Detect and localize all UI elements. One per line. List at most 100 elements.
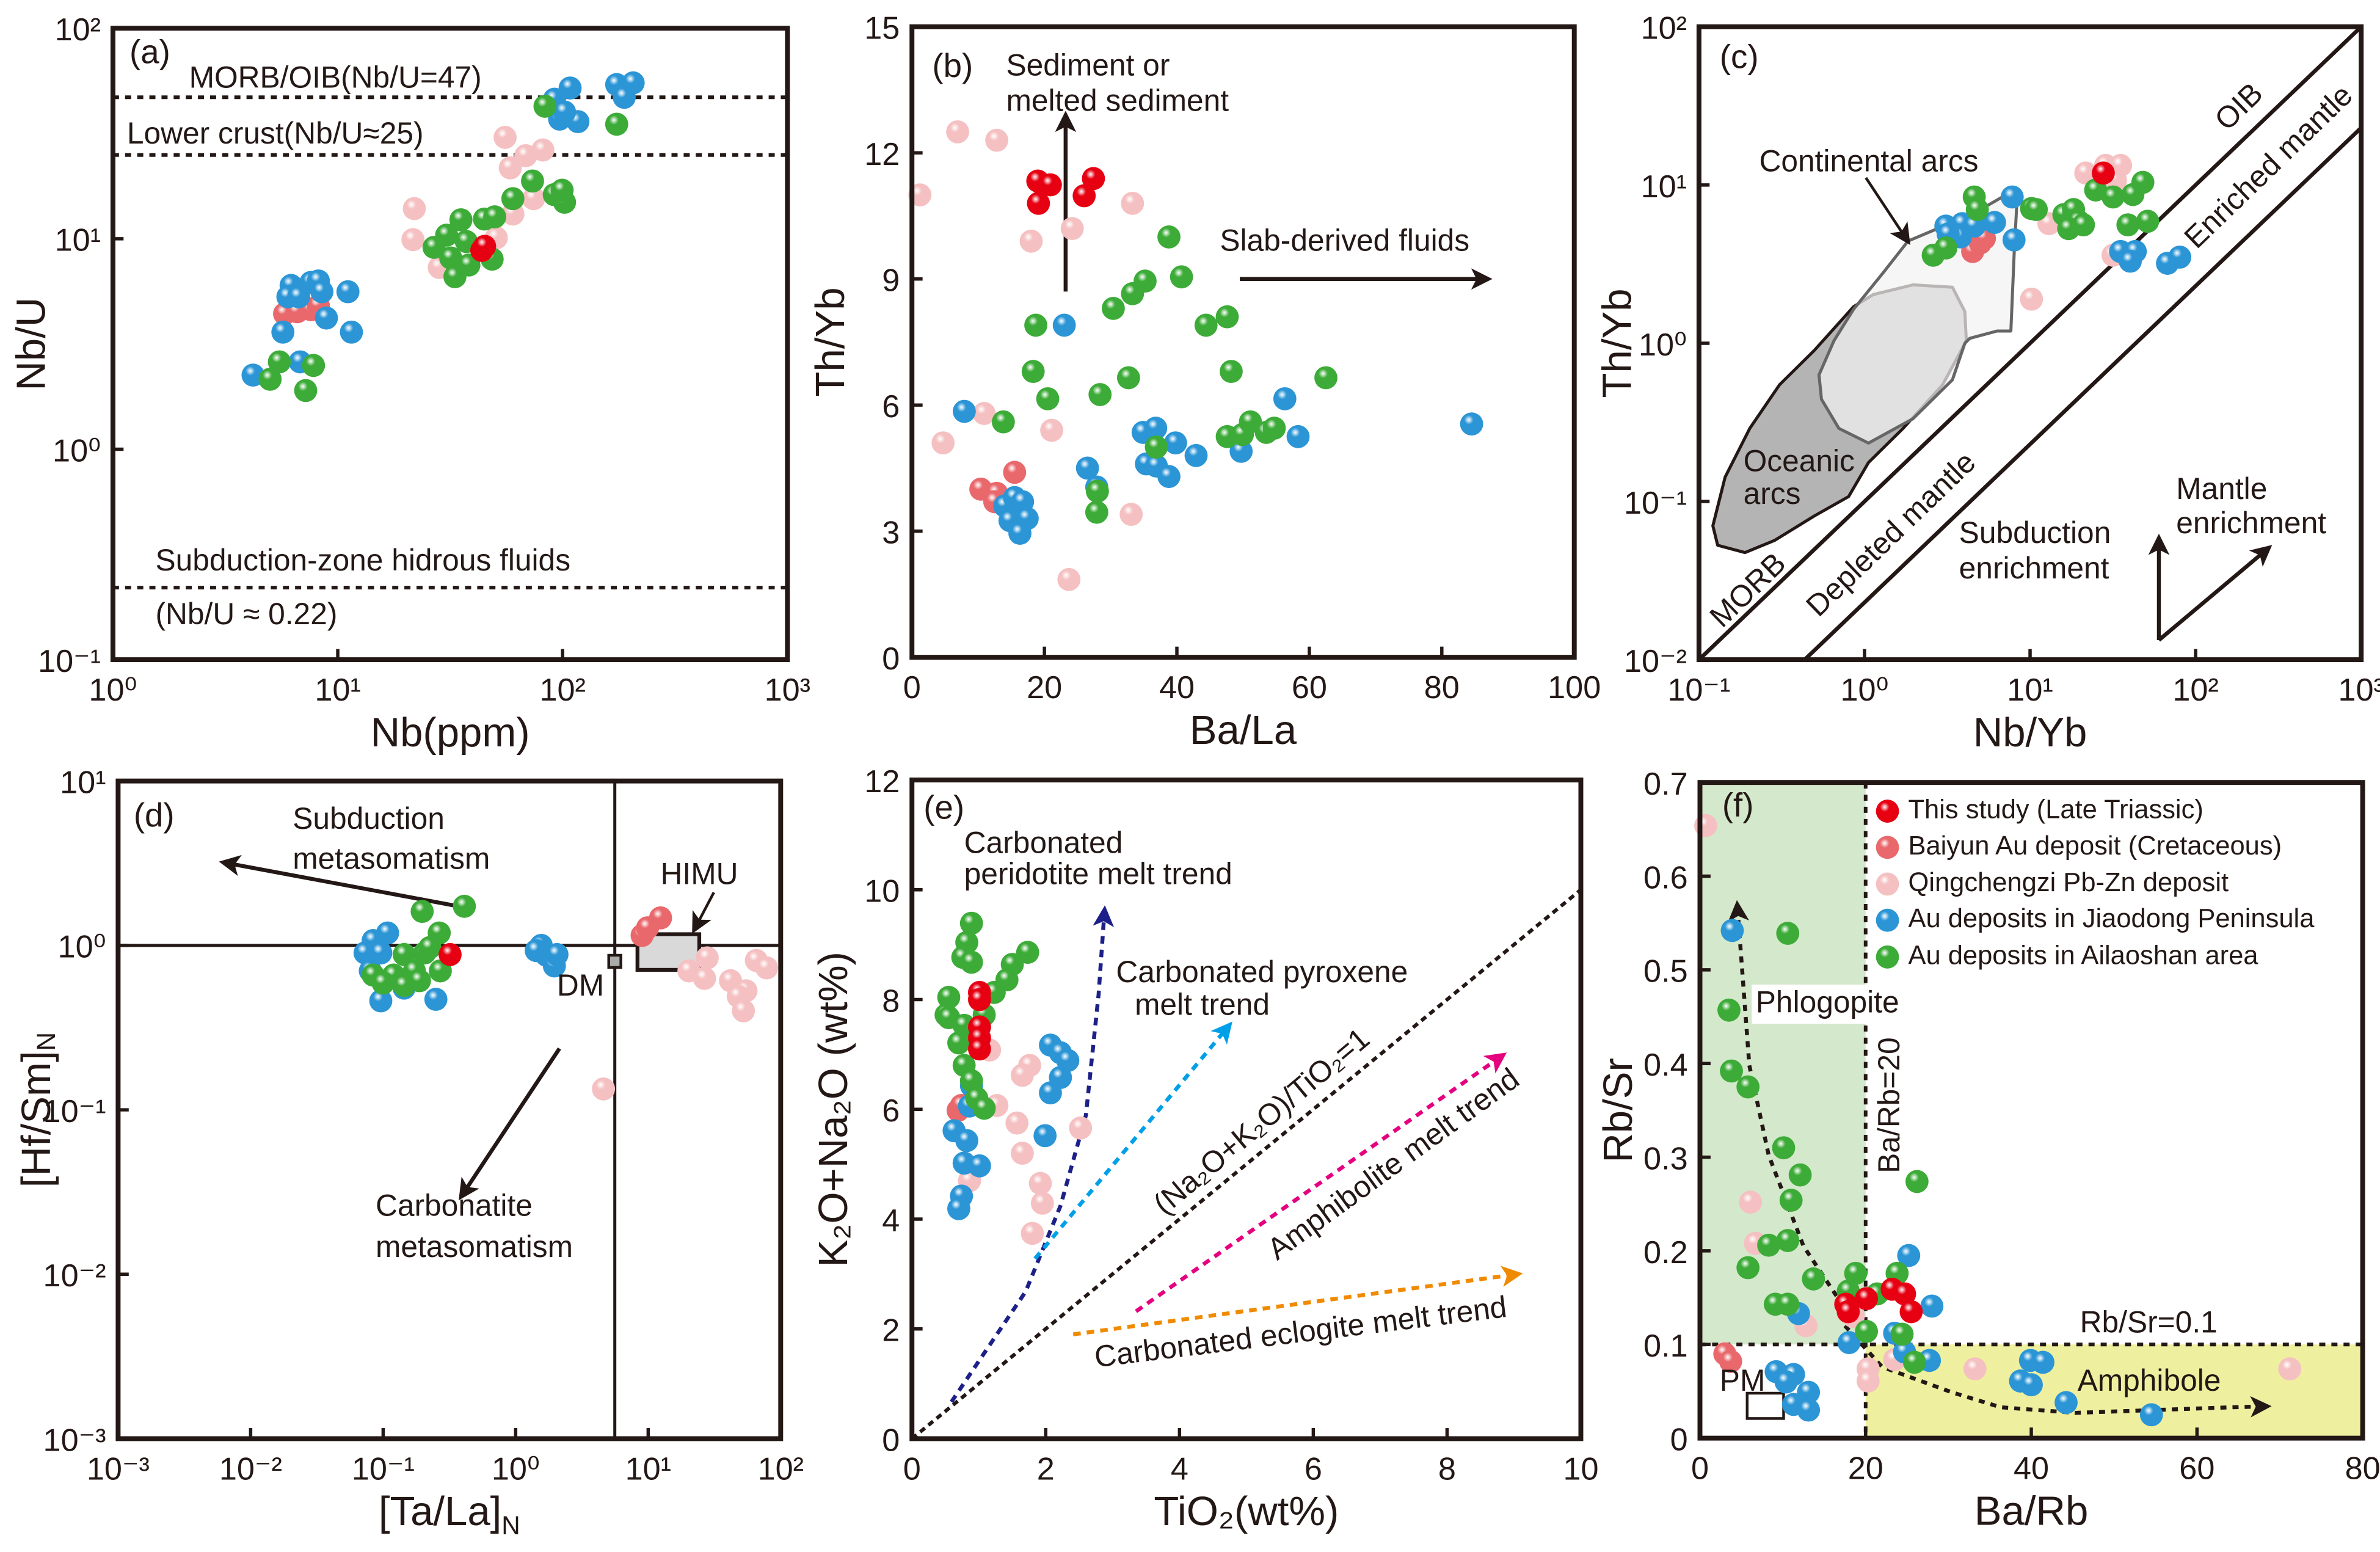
x-tick-label: 10³ — [2338, 672, 2380, 708]
point-ailaoshan — [1736, 1075, 1760, 1099]
point-qingchengzi — [1739, 1190, 1763, 1214]
point-ailaoshan — [1085, 500, 1108, 524]
point-ailaoshan — [439, 246, 462, 270]
y-tick-label: 10¹ — [60, 765, 106, 801]
panel-label: (b) — [932, 46, 973, 84]
point-ailaoshan — [1855, 1319, 1879, 1343]
point-qingchengzi — [732, 999, 755, 1022]
trend-label: Carbonated pyroxene — [1116, 955, 1408, 989]
panel-e: 0 2 4 6 8 10 0 2 4 6 8 10 12 TiO₂(wt%) K₂O+Na₂O (wt%) (… — [810, 764, 1599, 1534]
point-ailaoshan — [1134, 269, 1157, 293]
legend-marker — [1876, 800, 1899, 823]
legend-item-baiyun: Baiyun Au deposit (Cretaceous) — [1876, 831, 2282, 861]
y-tick-label: 12 — [864, 764, 900, 800]
y-tick-label: 0.6 — [1643, 860, 1688, 895]
point-ailaoshan — [1905, 1170, 1929, 1193]
y-tick-label: 10⁻¹ — [38, 644, 101, 679]
y-tick-label: 10⁰ — [53, 433, 101, 468]
annotation: Continental arcs — [1759, 144, 1978, 178]
y-tick-label: 9 — [882, 263, 900, 299]
point-this_study — [967, 1037, 991, 1061]
dm-marker — [607, 953, 622, 969]
point-jiaodong — [953, 399, 976, 423]
x-axis-title-text: Ba/Rb — [1974, 1488, 2088, 1534]
legend-marker — [1876, 872, 1899, 896]
trend-label: peridotite melt trend — [964, 856, 1232, 891]
y-axis-title-text: Nb/U — [8, 297, 54, 391]
point-jiaodong — [369, 989, 393, 1013]
point-qingchengzi — [1040, 418, 1063, 442]
point-baiyun — [1003, 461, 1027, 484]
point-jiaodong — [1039, 1081, 1062, 1105]
point-ailaoshan — [1314, 366, 1337, 390]
point-qingchengzi — [1030, 1192, 1054, 1215]
point-jiaodong — [1720, 919, 1744, 942]
legend-marker — [1876, 836, 1899, 859]
legend-label: Au deposits in Jiaodong Peninsula — [1908, 904, 2315, 933]
point-qingchengzi — [1060, 217, 1084, 241]
point-ailaoshan — [371, 971, 395, 995]
panel-label: (a) — [129, 33, 170, 71]
legend-marker — [1876, 945, 1899, 969]
point-jiaodong — [1837, 1331, 1861, 1355]
point-qingchengzi — [696, 946, 719, 970]
x-tick-label: 10¹ — [315, 672, 360, 708]
continental-arcs-pointer — [1865, 177, 1910, 246]
y-axis-title-text: Th/Yb — [807, 287, 853, 396]
point-qingchengzi — [1011, 1142, 1034, 1165]
point-ailaoshan — [267, 350, 291, 374]
panel-f: 0 20 40 60 80 0 0.1 0.2 0.3 0.4 0.5 0.6 0.7 Ba/Rb Rb/S… — [1595, 767, 2380, 1534]
ba-rb-line-label: Ba/Rb=20 — [1872, 1037, 1906, 1173]
y-tick-label: 6 — [882, 1093, 900, 1129]
annotation: Subduction-zone hidrous fluids — [155, 543, 570, 577]
point-ailaoshan — [449, 208, 473, 231]
y-axis-title-text: Th/Yb — [1594, 288, 1640, 398]
x-tick-label: 40 — [1159, 670, 1195, 705]
point-ailaoshan — [2072, 213, 2095, 237]
y-tick-label: 0 — [882, 1423, 900, 1458]
point-jiaodong — [1075, 456, 1099, 480]
point-ailaoshan — [1788, 1163, 1812, 1187]
point-ailaoshan — [2136, 209, 2160, 233]
morb-oib-array-line — [1802, 126, 2362, 660]
point-qingchengzi — [522, 187, 545, 211]
x-tick-label: 0 — [903, 1452, 921, 1487]
y-tick-label: 2 — [882, 1313, 900, 1349]
x-axis-title-subscript: N — [501, 1511, 520, 1540]
point-ailaoshan — [1736, 1256, 1760, 1280]
point-ailaoshan — [1717, 998, 1741, 1022]
point-jiaodong — [553, 100, 577, 124]
morb-oib-array-line — [1698, 26, 2362, 660]
annotation: OIB — [2208, 76, 2269, 137]
point-ailaoshan — [1934, 236, 1958, 260]
point-jiaodong — [1144, 417, 1168, 440]
trend-arrow — [1072, 1266, 1523, 1336]
y-tick-label: 0.7 — [1643, 767, 1688, 802]
legend-item-qingchengzi: Qingchengzi Pb-Zn deposit — [1876, 868, 2229, 897]
y-tick-label: 10⁻³ — [43, 1423, 106, 1458]
annotation: MORB/OIB(Nb/U=47) — [189, 60, 482, 94]
point-ailaoshan — [258, 368, 282, 391]
x-axis-title-text: Nb(ppm) — [371, 710, 530, 756]
annotation: Sediment or — [1006, 48, 1170, 82]
point-this_study — [1899, 1300, 1923, 1324]
point-jiaodong — [621, 71, 645, 95]
x-tick-label: 10¹ — [625, 1452, 671, 1487]
point-ailaoshan — [2131, 170, 2155, 194]
point-ailaoshan — [1965, 198, 1989, 221]
point-qingchengzi — [1069, 1116, 1093, 1140]
panel-label: (c) — [1720, 38, 1759, 76]
y-axis-title-subscript: N — [32, 1032, 60, 1051]
point-ailaoshan — [1170, 265, 1193, 289]
x-tick-label: 10⁻² — [219, 1452, 282, 1487]
point-ailaoshan — [1802, 1267, 1825, 1291]
x-tick-label: 10¹ — [2007, 672, 2053, 708]
y-axis-title: K₂O+Na₂O (wt%) — [810, 952, 856, 1267]
panel-label: (d) — [134, 796, 175, 834]
x-tick-label: 10² — [2172, 672, 2218, 708]
point-qingchengzi — [1856, 1369, 1880, 1393]
y-tick-label: 0.5 — [1643, 954, 1688, 989]
point-jiaodong — [2168, 246, 2192, 269]
point-qingchengzi — [755, 956, 779, 980]
